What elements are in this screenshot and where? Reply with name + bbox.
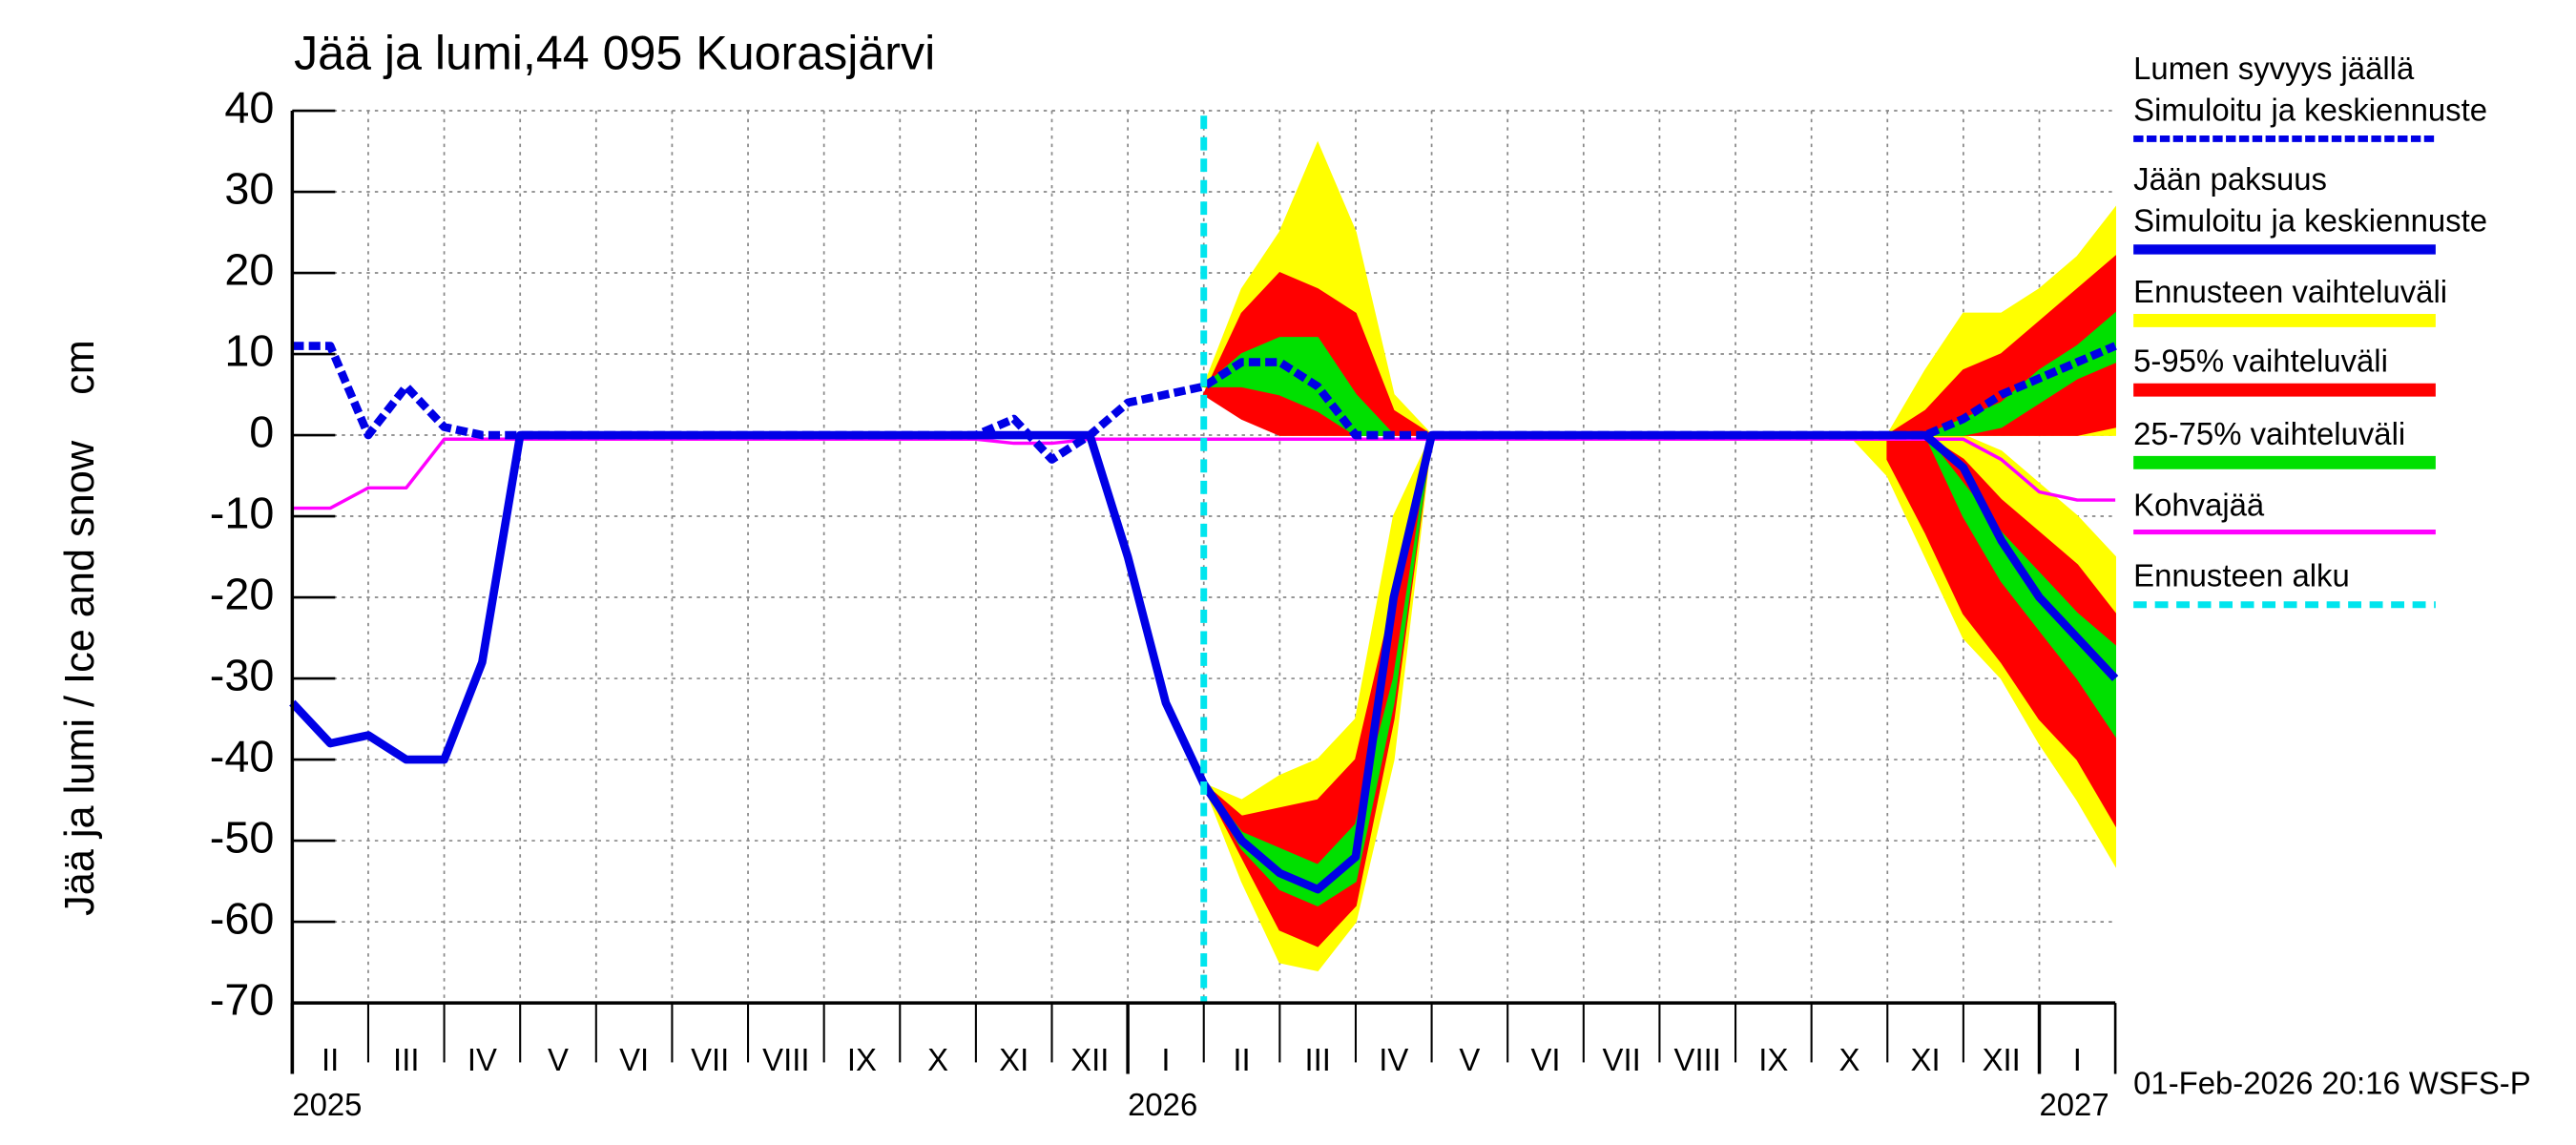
- x-tick-label: VIII: [762, 1042, 809, 1077]
- legend-label: Kohvajää: [2133, 487, 2265, 522]
- legend-label: 25-75% vaihteluväli: [2133, 416, 2405, 451]
- x-tick-label: VI: [1530, 1042, 1560, 1077]
- x-tick-label: II: [1233, 1042, 1250, 1077]
- y-axis-label: Jää ja lumi / Ice and snow cm: [57, 340, 103, 916]
- x-tick-label: VIII: [1674, 1042, 1721, 1077]
- legend-label: Jään paksuus: [2133, 161, 2327, 197]
- y-tick-label: -10: [210, 488, 275, 537]
- x-tick-label: VI: [619, 1042, 649, 1077]
- y-tick-label: 10: [224, 325, 274, 375]
- y-tick-label: -60: [210, 893, 275, 943]
- legend-label: Lumen syvyys jäällä: [2133, 51, 2415, 86]
- x-tick-label: III: [393, 1042, 419, 1077]
- x-tick-label: VII: [1603, 1042, 1641, 1077]
- x-tick-label: IV: [467, 1042, 497, 1077]
- legend-label: Ennusteen alku: [2133, 558, 2350, 593]
- band-area: [1887, 311, 2116, 436]
- y-tick-label: -70: [210, 974, 275, 1024]
- x-tick-label: I: [2073, 1042, 2082, 1077]
- x-tick-label: XII: [1070, 1042, 1109, 1077]
- band-area: [1887, 434, 2116, 739]
- x-tick-label: V: [548, 1042, 569, 1077]
- x-tick-label: X: [1839, 1042, 1859, 1077]
- y-tick-label: -30: [210, 650, 275, 699]
- x-tick-label: IX: [847, 1042, 877, 1077]
- x-tick-label: IV: [1379, 1042, 1408, 1077]
- x-tick-label: II: [322, 1042, 339, 1077]
- x-tick-label: VII: [691, 1042, 729, 1077]
- y-tick-label: -50: [210, 812, 275, 862]
- chart-title: Jää ja lumi,44 095 Kuorasjärvi: [294, 27, 935, 80]
- y-tick-label: 20: [224, 244, 274, 294]
- year-label: 2025: [292, 1087, 362, 1122]
- y-tick-label: -20: [210, 569, 275, 618]
- y-tick-label: 0: [249, 406, 274, 456]
- year-label: 2026: [1128, 1087, 1197, 1122]
- footer: 01-Feb-2026 20:16 WSFS-P: [2133, 1065, 2531, 1100]
- x-tick-label: XI: [1911, 1042, 1941, 1077]
- x-tick-label: I: [1161, 1042, 1170, 1077]
- x-tick-label: X: [927, 1042, 948, 1077]
- x-tick-label: IX: [1758, 1042, 1788, 1077]
- year-label: 2027: [2040, 1087, 2109, 1122]
- legend-label: Ennusteen vaihteluväli: [2133, 274, 2447, 309]
- y-tick-label: -40: [210, 731, 275, 781]
- x-tick-label: III: [1304, 1042, 1330, 1077]
- x-tick-label: XI: [999, 1042, 1028, 1077]
- legend-label: 5-95% vaihteluväli: [2133, 344, 2388, 379]
- legend-sublabel: Simuloitu ja keskiennuste: [2133, 92, 2487, 127]
- x-tick-label: XII: [1983, 1042, 2021, 1077]
- band-area: [1886, 434, 2116, 828]
- legend-sublabel: Simuloitu ja keskiennuste: [2133, 202, 2487, 238]
- y-tick-label: 30: [224, 163, 274, 213]
- x-tick-label: V: [1459, 1042, 1480, 1077]
- y-tick-label: 40: [224, 82, 274, 132]
